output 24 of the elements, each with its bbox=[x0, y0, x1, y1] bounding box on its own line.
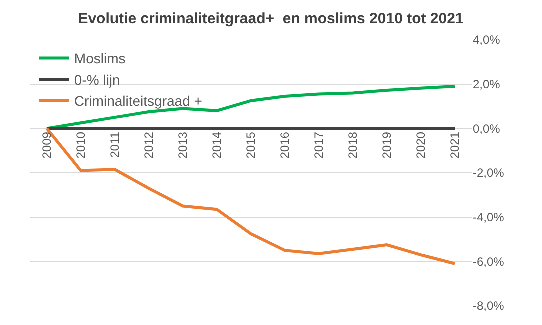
y-tick-label: -2,0% bbox=[473, 166, 505, 180]
y-tick-label: -6,0% bbox=[473, 254, 505, 269]
x-tick-label: 2012 bbox=[142, 132, 156, 159]
x-tick-label: 2019 bbox=[380, 132, 394, 159]
x-tick-label: 2011 bbox=[108, 132, 122, 158]
x-tick-label: 2016 bbox=[278, 132, 292, 159]
x-tick-label: 2020 bbox=[414, 132, 428, 159]
legend-label: Moslims bbox=[74, 50, 126, 67]
legend-label: Criminaliteitsgraad + bbox=[74, 93, 202, 110]
x-tick-label: 2021 bbox=[448, 132, 462, 159]
x-tick-label: 2014 bbox=[210, 132, 224, 159]
x-tick-label: 2017 bbox=[312, 132, 326, 159]
y-tick-label: -8,0% bbox=[473, 299, 505, 314]
x-tick-label: 2010 bbox=[74, 132, 88, 159]
y-tick-label: -4,0% bbox=[473, 210, 505, 225]
x-tick-label: 2018 bbox=[346, 132, 360, 159]
x-tick-label: 2013 bbox=[176, 132, 190, 159]
y-tick-label: 4,0% bbox=[473, 33, 501, 48]
y-tick-label: 0,0% bbox=[473, 122, 501, 136]
y-tick-label: 2,0% bbox=[473, 78, 501, 92]
legend-label: 0-% lijn bbox=[74, 72, 120, 88]
x-tick-label: 2009 bbox=[40, 132, 54, 159]
x-tick-label: 2015 bbox=[244, 132, 258, 159]
chart-title: Evolutie criminaliteitgraad+ en moslims 2010 tot 2021 bbox=[78, 10, 464, 28]
